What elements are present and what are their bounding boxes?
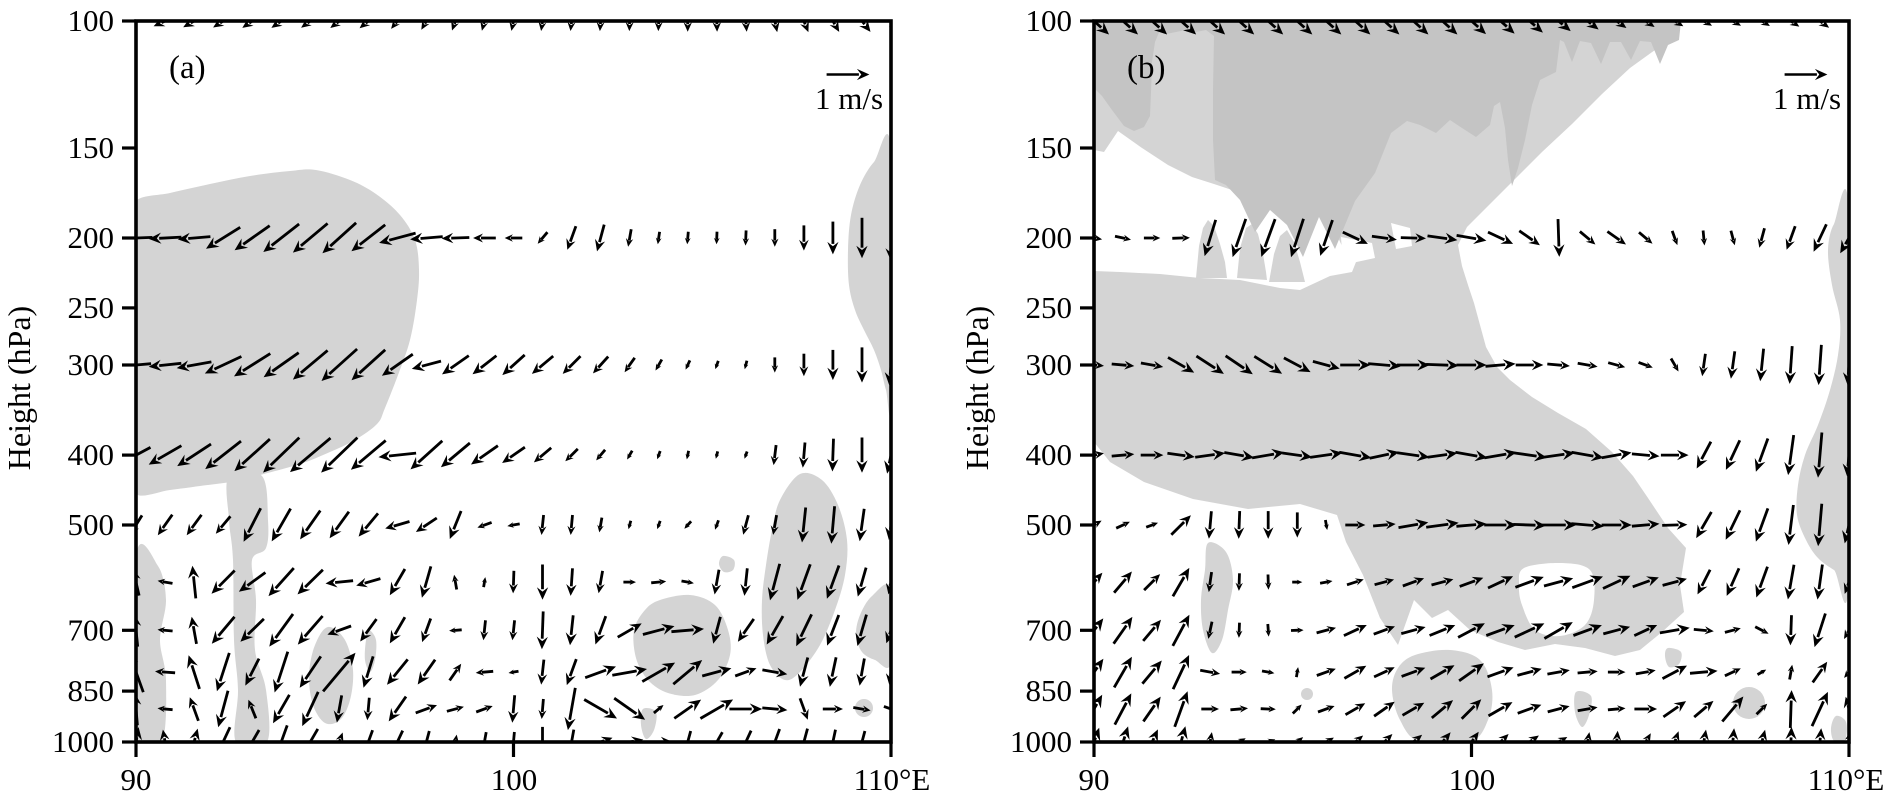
svg-text:150: 150 <box>68 130 115 165</box>
svg-text:Height (hPa): Height (hPa) <box>959 306 995 470</box>
svg-text:700: 700 <box>1026 612 1073 647</box>
svg-text:500: 500 <box>68 507 115 542</box>
svg-text:100: 100 <box>68 3 115 38</box>
svg-text:850: 850 <box>1026 673 1073 708</box>
svg-text:200: 200 <box>1026 220 1073 255</box>
svg-text:150: 150 <box>1026 130 1073 165</box>
svg-text:100: 100 <box>1449 762 1496 796</box>
svg-text:200: 200 <box>68 220 115 255</box>
svg-text:Height (hPa): Height (hPa) <box>1 306 37 470</box>
svg-text:500: 500 <box>1026 507 1073 542</box>
svg-text:(a): (a) <box>169 50 206 86</box>
svg-text:90: 90 <box>121 762 152 796</box>
svg-text:1000: 1000 <box>52 724 114 759</box>
svg-text:300: 300 <box>1026 347 1073 382</box>
svg-text:250: 250 <box>68 290 115 325</box>
svg-text:100: 100 <box>491 762 538 796</box>
svg-text:300: 300 <box>68 347 115 382</box>
svg-text:110°E: 110°E <box>1808 762 1885 796</box>
svg-text:1 m/s: 1 m/s <box>1773 81 1841 116</box>
svg-text:250: 250 <box>1026 290 1073 325</box>
svg-text:700: 700 <box>68 612 115 647</box>
svg-text:(b): (b) <box>1127 50 1165 86</box>
svg-text:400: 400 <box>1026 437 1073 472</box>
svg-text:90: 90 <box>1079 762 1110 796</box>
svg-text:850: 850 <box>68 673 115 708</box>
svg-text:100: 100 <box>1026 3 1073 38</box>
svg-text:400: 400 <box>68 437 115 472</box>
svg-text:1000: 1000 <box>1010 724 1072 759</box>
svg-text:110°E: 110°E <box>854 762 931 796</box>
svg-text:1 m/s: 1 m/s <box>815 81 883 116</box>
